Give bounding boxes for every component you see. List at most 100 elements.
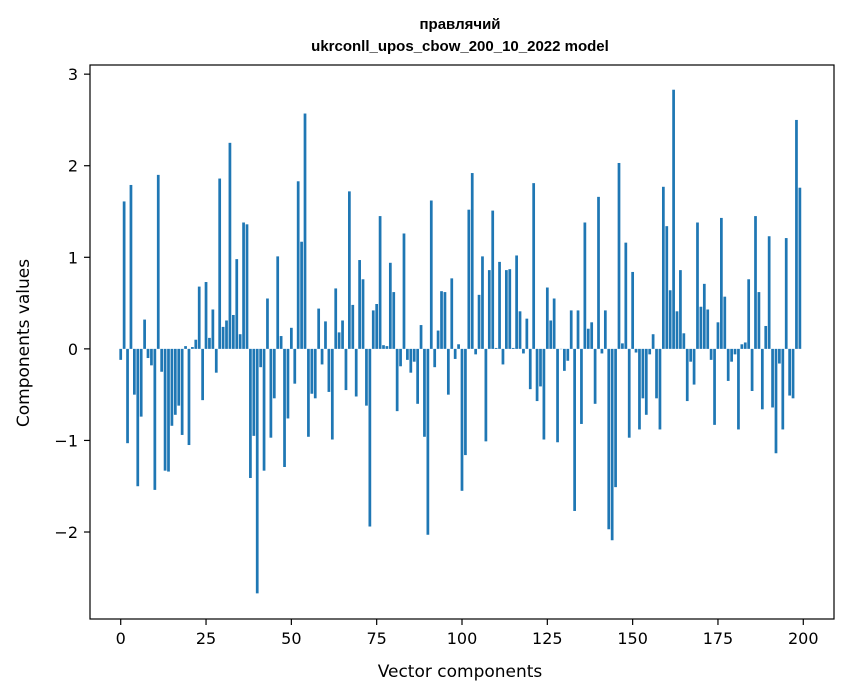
bar (668, 290, 672, 349)
bar (218, 178, 222, 349)
bar (180, 348, 184, 435)
x-tick-label: 0 (116, 629, 126, 648)
bar (665, 226, 669, 349)
bar (757, 292, 761, 349)
bar (283, 348, 286, 467)
bar (187, 348, 191, 446)
bar (126, 348, 129, 444)
bar (228, 142, 232, 349)
x-tick-label: 175 (703, 629, 734, 648)
bar (515, 255, 518, 349)
bar (440, 291, 443, 349)
bar (327, 348, 331, 392)
chart-title-line-1: правлячий (419, 16, 500, 33)
bar (498, 261, 501, 349)
bar (679, 270, 682, 349)
bar (371, 310, 375, 349)
bar (505, 270, 508, 349)
bar (501, 348, 505, 365)
x-tick-label: 100 (447, 629, 478, 648)
bar (477, 294, 481, 349)
bar (433, 348, 437, 368)
bar (324, 321, 327, 349)
x-tick-label: 50 (281, 629, 301, 648)
bar (713, 348, 716, 425)
bar (774, 348, 778, 454)
y-tick-label: 3 (68, 65, 78, 84)
bar (545, 287, 549, 349)
bar (706, 309, 710, 349)
bar (470, 173, 474, 349)
bar (320, 348, 324, 365)
bar (289, 327, 293, 349)
bar (184, 346, 187, 349)
bar (631, 271, 635, 349)
bar (122, 201, 126, 349)
bars-group (119, 89, 802, 594)
bar (597, 196, 600, 349)
bar (337, 332, 341, 349)
bar (467, 209, 471, 349)
bar (696, 222, 699, 349)
bar (242, 222, 245, 349)
x-tick-label: 200 (788, 629, 819, 648)
bar (317, 308, 321, 349)
bar (426, 348, 430, 535)
bar (303, 113, 307, 349)
bar (672, 89, 675, 349)
bar (726, 348, 730, 381)
bar (771, 348, 774, 408)
bar (293, 348, 297, 384)
bar (136, 348, 140, 487)
x-tick-label: 150 (617, 629, 648, 648)
bar (576, 310, 580, 349)
bar (634, 348, 638, 353)
bar (491, 210, 495, 349)
bar (330, 348, 334, 440)
bar (539, 348, 542, 387)
bar (675, 311, 679, 349)
bar (518, 311, 522, 349)
bar (231, 314, 235, 349)
bar (651, 334, 655, 349)
bar (621, 343, 624, 349)
y-axis-ticks: −2 −1 0 1 2 3 (54, 65, 90, 542)
bar (399, 348, 402, 367)
bar (388, 262, 392, 349)
bar (214, 348, 218, 373)
bar (211, 309, 215, 349)
bar (685, 348, 689, 402)
bar (549, 320, 553, 349)
bar (334, 288, 338, 349)
bar (423, 348, 426, 437)
bar (375, 304, 379, 349)
bar (767, 236, 771, 349)
bar (542, 348, 546, 440)
bar (163, 348, 167, 471)
bar (412, 348, 416, 362)
bar (747, 279, 751, 349)
bar (716, 322, 720, 349)
bar (392, 292, 396, 349)
bar (733, 348, 737, 355)
bar (170, 348, 174, 426)
bar (225, 320, 228, 349)
bar (638, 348, 641, 430)
bar (194, 339, 198, 349)
bar (528, 348, 532, 390)
bar (409, 348, 413, 373)
bar (262, 348, 266, 471)
bar (259, 348, 263, 368)
bar (266, 298, 269, 349)
bar (416, 348, 419, 404)
bar (525, 318, 529, 349)
bar (406, 348, 409, 360)
bar (682, 333, 686, 349)
bar (511, 347, 515, 349)
bar (610, 348, 614, 541)
chart-title-line-2: ukrconll_upos_cbow_200_10_2022 model (311, 38, 609, 55)
bar (255, 348, 259, 594)
bar (310, 348, 314, 394)
x-tick-label: 75 (366, 629, 386, 648)
